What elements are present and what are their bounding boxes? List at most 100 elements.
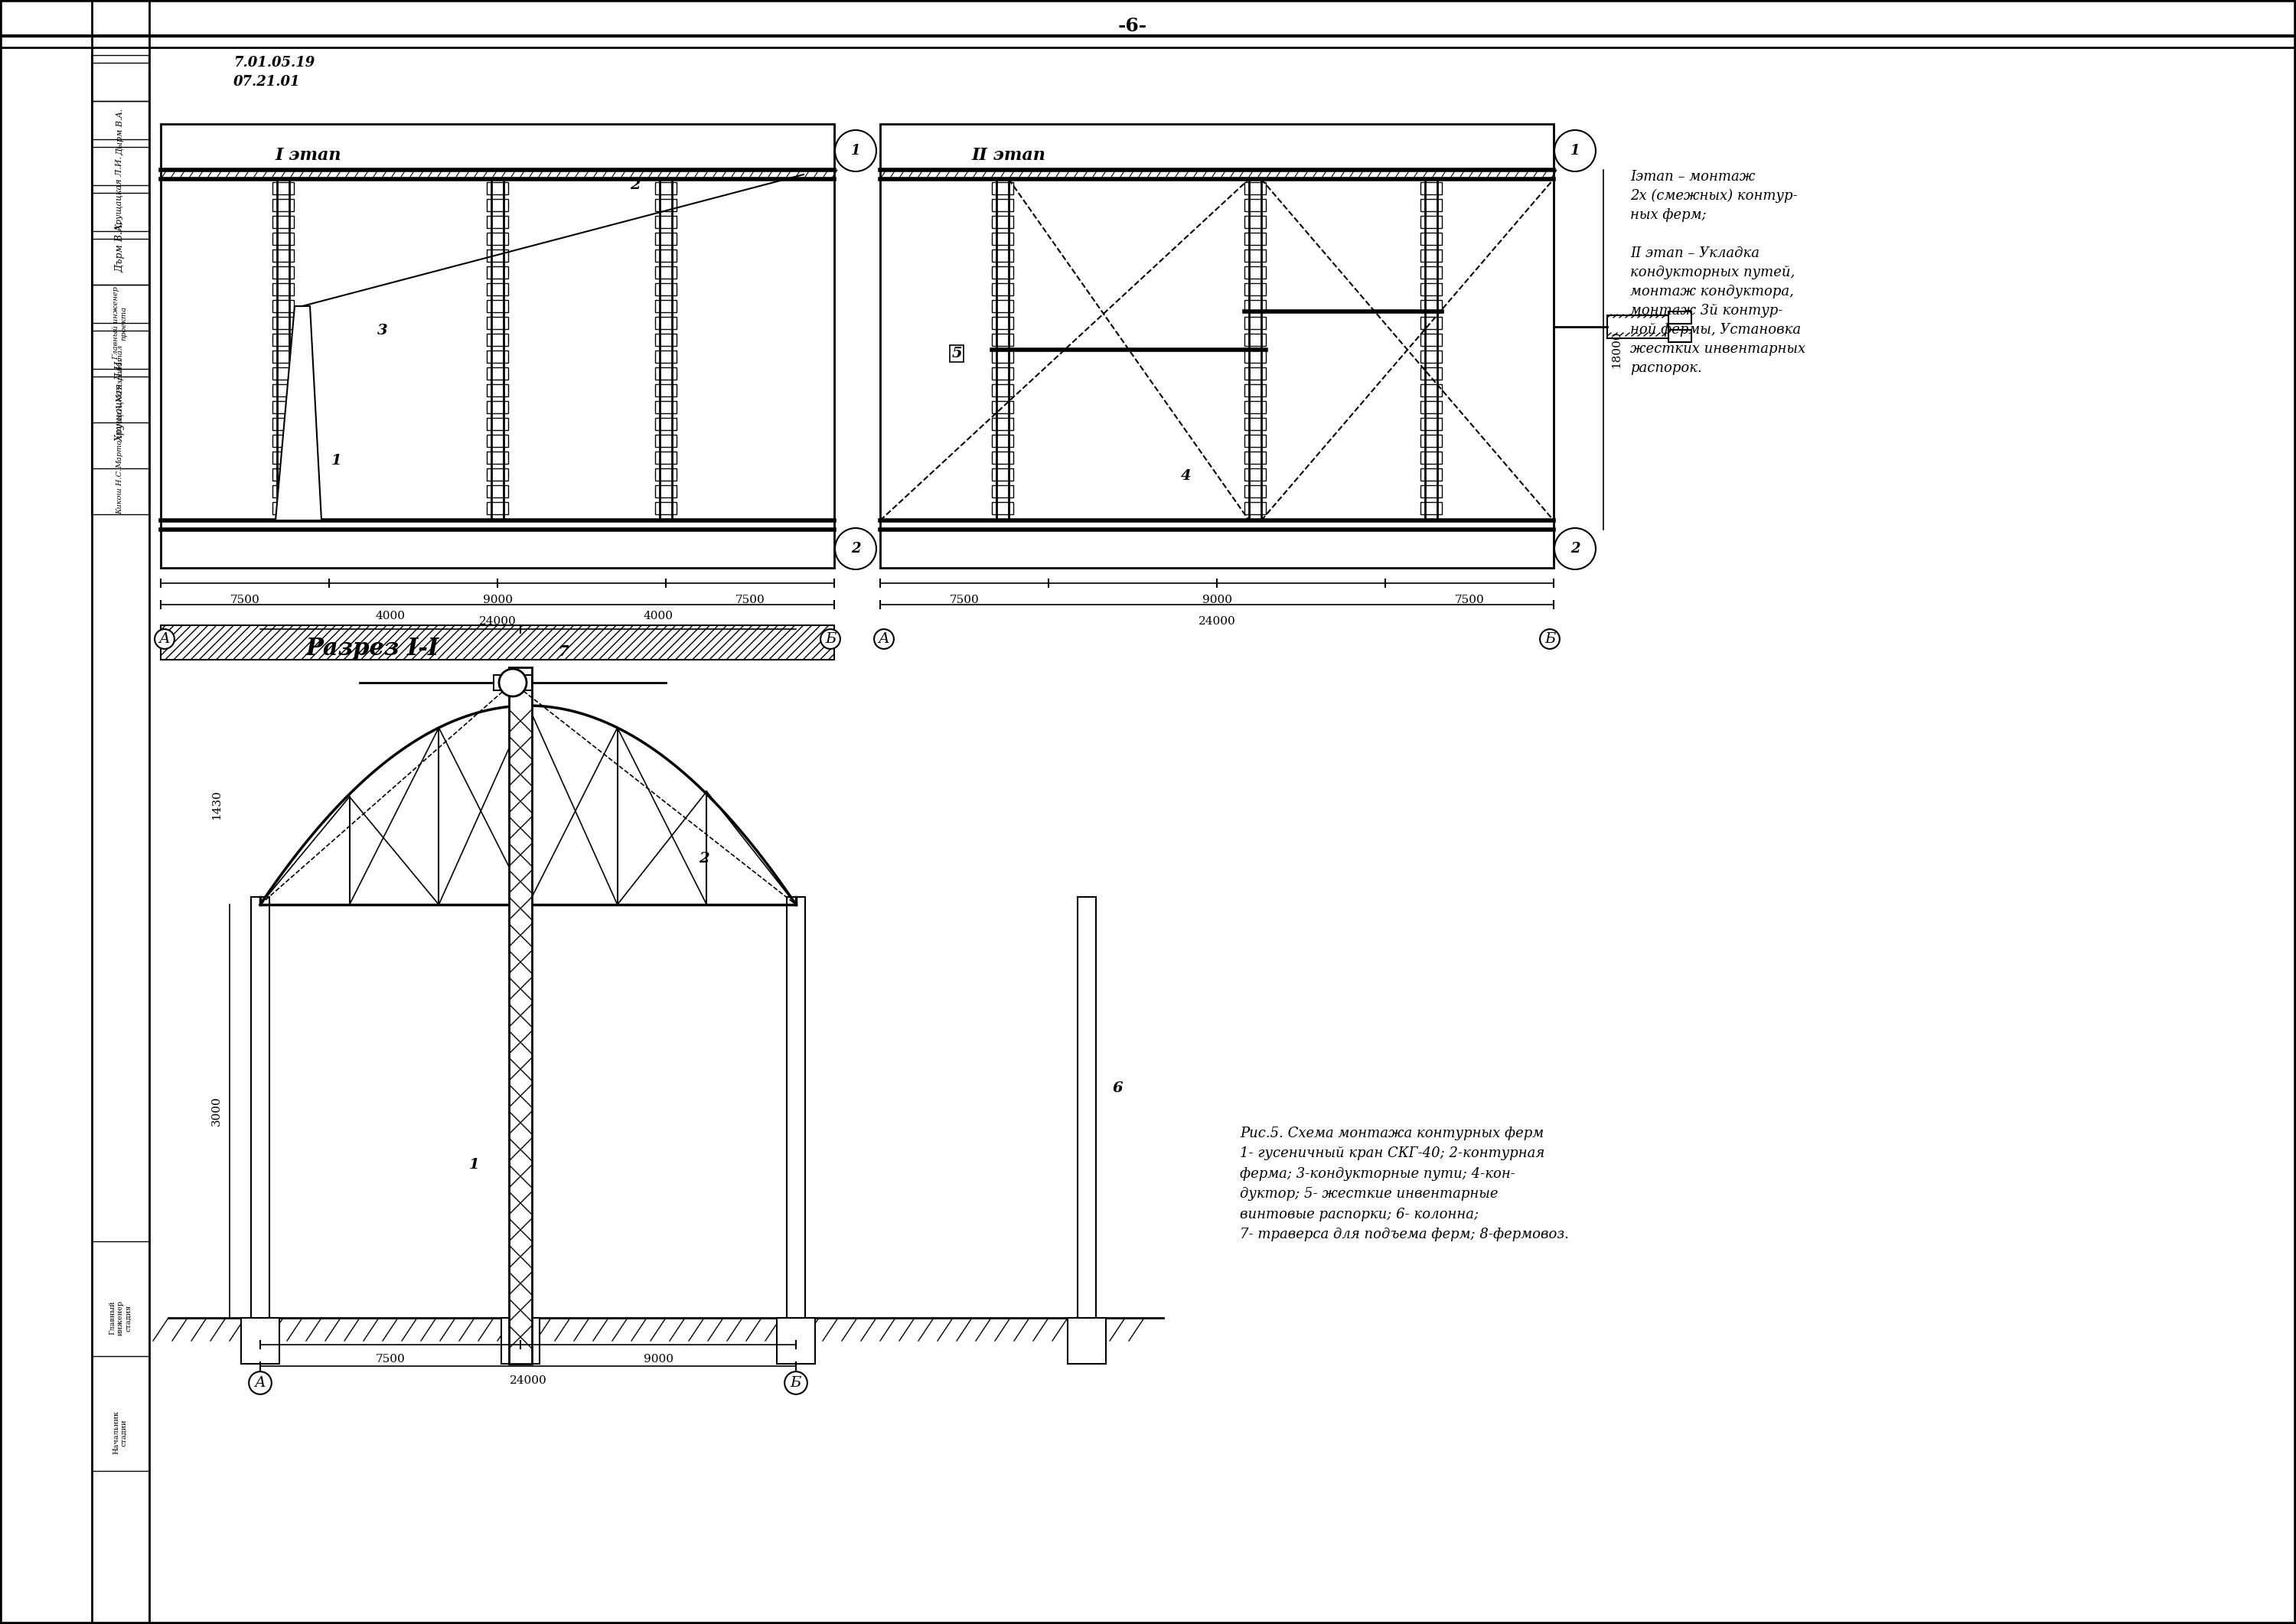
Bar: [992, 200, 1013, 211]
Text: 7500: 7500: [230, 594, 259, 606]
Bar: [654, 232, 677, 245]
Text: Мартолнанов А.М.: Мартолнанов А.М.: [117, 391, 124, 468]
Text: 9000: 9000: [643, 1354, 673, 1364]
Bar: [992, 333, 1013, 346]
Text: 1: 1: [331, 453, 342, 468]
Bar: [1244, 385, 1265, 396]
Bar: [501, 1317, 540, 1364]
Bar: [1244, 250, 1265, 261]
Text: Дърм В.А.: Дърм В.А.: [115, 221, 124, 273]
Bar: [1421, 417, 1442, 430]
Text: 7500: 7500: [377, 1354, 404, 1364]
Bar: [654, 200, 677, 211]
Bar: [654, 468, 677, 481]
Bar: [487, 250, 507, 261]
Bar: [487, 417, 507, 430]
Text: А: А: [879, 632, 889, 646]
Bar: [1244, 216, 1265, 227]
Bar: [273, 200, 294, 211]
Text: 2: 2: [852, 542, 861, 555]
Bar: [1244, 486, 1265, 497]
Bar: [273, 283, 294, 296]
Bar: [992, 367, 1013, 380]
Bar: [273, 502, 294, 515]
Bar: [487, 200, 507, 211]
Bar: [1421, 333, 1442, 346]
Text: Iэтап – монтаж
2х (смежных) контур-
ных ферм;

II этап – Укладка
кондукторных пу: Iэтап – монтаж 2х (смежных) контур- ных …: [1630, 171, 1805, 375]
Bar: [1244, 317, 1265, 330]
Circle shape: [1554, 528, 1596, 570]
Text: 24000: 24000: [1199, 615, 1235, 627]
Circle shape: [836, 528, 877, 570]
Bar: [992, 401, 1013, 412]
Bar: [1421, 451, 1442, 464]
Bar: [654, 367, 677, 380]
Bar: [273, 385, 294, 396]
Bar: [1244, 502, 1265, 515]
Bar: [1244, 417, 1265, 430]
Bar: [654, 417, 677, 430]
Bar: [654, 300, 677, 312]
Bar: [1421, 435, 1442, 447]
Bar: [1244, 300, 1265, 312]
Bar: [273, 468, 294, 481]
Bar: [1244, 232, 1265, 245]
Bar: [1244, 182, 1265, 195]
Polygon shape: [276, 307, 321, 520]
Bar: [1244, 266, 1265, 279]
Text: 24000: 24000: [510, 1376, 546, 1385]
Text: 3: 3: [377, 323, 388, 338]
Bar: [161, 123, 833, 568]
Bar: [992, 250, 1013, 261]
Text: Б: Б: [790, 1376, 801, 1390]
Bar: [273, 367, 294, 380]
Bar: [654, 351, 677, 362]
Circle shape: [1554, 130, 1596, 172]
Bar: [654, 182, 677, 195]
Text: 1: 1: [852, 145, 861, 158]
Text: Хрущацкая Л.И.: Хрущацкая Л.И.: [115, 357, 124, 442]
Text: 4000: 4000: [377, 611, 404, 622]
Bar: [1421, 367, 1442, 380]
Text: Разработал: Разработал: [117, 344, 124, 393]
Bar: [273, 333, 294, 346]
Bar: [654, 385, 677, 396]
Bar: [1669, 312, 1692, 323]
Text: 7500: 7500: [951, 594, 978, 606]
Text: 7500: 7500: [1456, 594, 1483, 606]
Bar: [273, 317, 294, 330]
Bar: [273, 216, 294, 227]
Bar: [1068, 1317, 1107, 1364]
Text: Кикош Н.С.: Кикош Н.С.: [117, 468, 124, 515]
Bar: [1421, 200, 1442, 211]
Bar: [494, 676, 533, 690]
Text: -6-: -6-: [1118, 16, 1148, 36]
Text: 7: 7: [558, 645, 569, 659]
Text: Б: Б: [824, 632, 836, 646]
Circle shape: [498, 669, 526, 697]
Bar: [1421, 486, 1442, 497]
Bar: [1244, 451, 1265, 464]
Bar: [273, 401, 294, 412]
Bar: [992, 283, 1013, 296]
Bar: [654, 401, 677, 412]
Text: 7500: 7500: [735, 594, 765, 606]
Bar: [992, 468, 1013, 481]
Text: Хрущацкая Л.И.: Хрущацкая Л.И.: [117, 156, 124, 231]
Bar: [487, 385, 507, 396]
Bar: [487, 468, 507, 481]
Text: 5: 5: [951, 346, 962, 361]
Bar: [487, 232, 507, 245]
Text: Разрез I-I: Разрез I-I: [305, 637, 439, 661]
Text: 2: 2: [629, 179, 641, 192]
Bar: [654, 266, 677, 279]
Text: 18000: 18000: [1612, 331, 1621, 369]
Bar: [992, 435, 1013, 447]
Text: 24000: 24000: [480, 615, 517, 627]
Bar: [654, 250, 677, 261]
Bar: [992, 486, 1013, 497]
Text: Дырм В.А.: Дырм В.А.: [117, 109, 124, 156]
Bar: [1421, 216, 1442, 227]
Bar: [161, 625, 833, 659]
Bar: [992, 232, 1013, 245]
